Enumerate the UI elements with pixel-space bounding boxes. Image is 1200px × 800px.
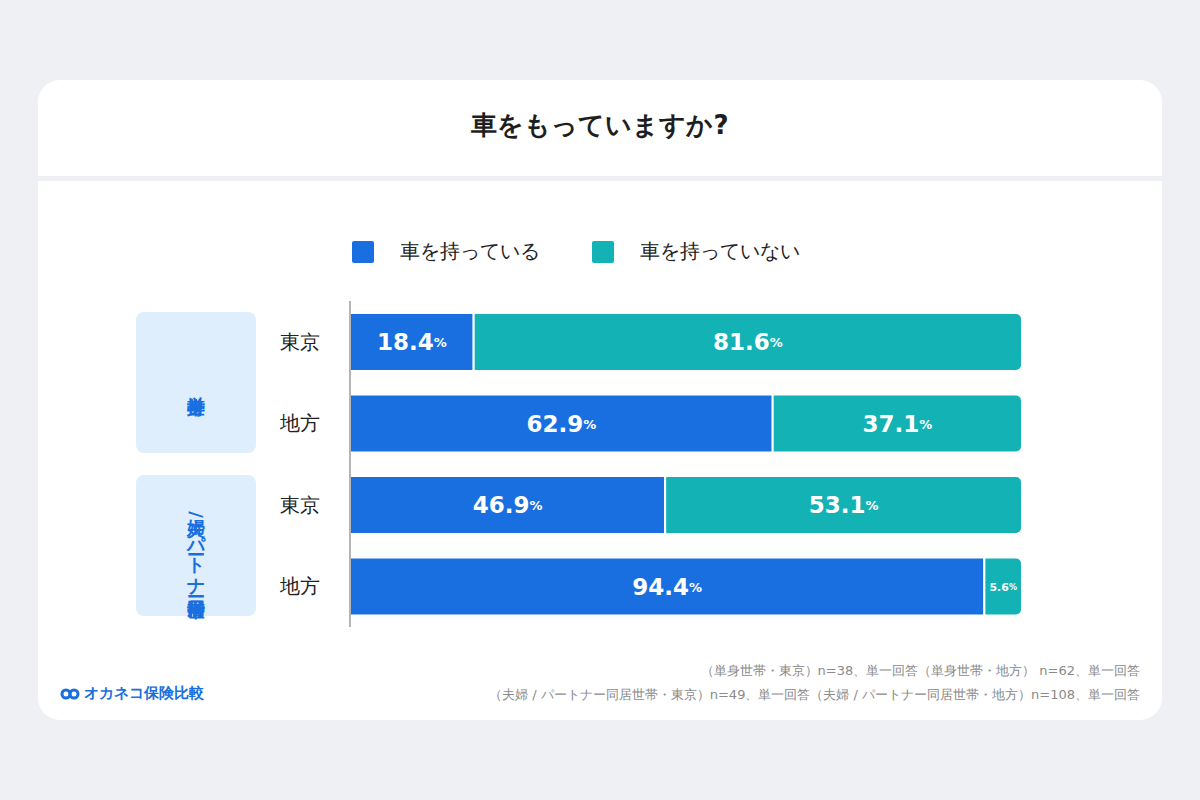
svg-text:地方: 地方 — [279, 411, 320, 435]
svg-text:53.1%: 53.1% — [809, 492, 879, 518]
svg-text:地方: 地方 — [279, 574, 320, 598]
svg-text:94.4%: 94.4% — [632, 574, 702, 600]
svg-text:81.6%: 81.6% — [713, 329, 783, 355]
svg-text:東京: 東京 — [280, 330, 320, 354]
html-text:オカネコ保険比較: オカネコ保険比較 — [84, 684, 204, 702]
html-text:単身世帯: 単身世帯 — [186, 382, 207, 383]
html-text:夫婦 / パートナー同居世帯: 夫婦 / パートナー同居世帯 — [186, 504, 207, 586]
html-text:車を持っている: 車を持っている — [400, 239, 540, 263]
svg-text:62.9%: 62.9% — [526, 411, 596, 437]
html-text:車を持っていない: 車を持っていない — [640, 239, 800, 263]
svg-text:18.4%: 18.4% — [377, 329, 447, 355]
html-text:（夫婦 / パートナー同居世帯・東京）n=49、単一回答（夫: （夫婦 / パートナー同居世帯・東京）n=49、単一回答（夫婦 / パートナー同… — [489, 687, 1140, 702]
svg-text:46.9%: 46.9% — [473, 492, 543, 518]
svg-text:37.1%: 37.1% — [862, 411, 932, 437]
html-text:車をもっていますか?: 車をもっていますか? — [471, 110, 729, 140]
svg-text:東京: 東京 — [280, 493, 320, 517]
svg-text:5.6%: 5.6% — [989, 580, 1017, 593]
html-text:（単身世帯・東京）n=38、単一回答（単身世帯・地方） n=: （単身世帯・東京）n=38、単一回答（単身世帯・地方） n=62、単一回答 — [700, 663, 1140, 678]
